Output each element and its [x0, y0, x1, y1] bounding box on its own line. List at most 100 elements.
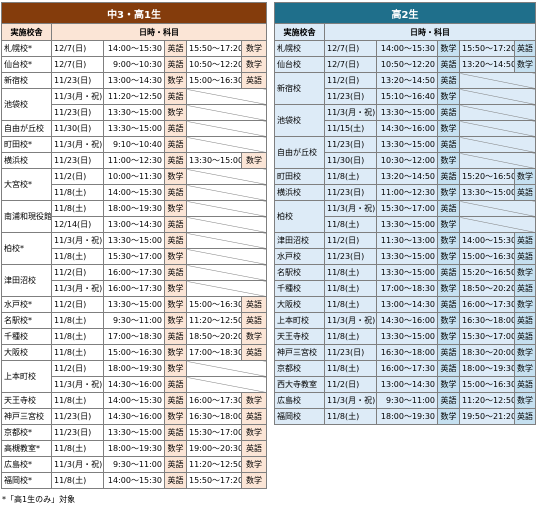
table-title: 高2生	[274, 2, 536, 24]
subject: 英語	[164, 264, 187, 281]
subject: 数学	[164, 312, 187, 329]
time: 13:30～15:00	[376, 264, 438, 281]
table-row: 神戸三宮校 11/23(日) 16:30～18:00 英語 18:30～20:00 数学	[274, 344, 536, 361]
table-row: 横浜校 11/23(日) 11:00～12:30 英語 13:30～15:00 数学	[1, 152, 268, 169]
table-row: 水戸校* 11/2(日) 13:30～15:00 数学 15:00～16:30 英語	[1, 296, 268, 313]
table-row: 南浦和現役館 11/8(土) 18:00～19:30 数学	[1, 200, 268, 233]
table-row: 池袋校 11/3(月・祝) 11:20～12:50 英語	[1, 88, 268, 121]
subject: 数学	[164, 104, 187, 121]
time: 15:50～17:20	[459, 40, 515, 57]
empty-cell	[185, 280, 268, 297]
time: 18:00～19:30	[459, 360, 515, 377]
subject: 数学	[164, 440, 187, 457]
column-header: 日時・科目	[324, 23, 536, 41]
time: 13:30～15:00	[376, 136, 438, 153]
subject: 数学	[514, 392, 536, 409]
empty-cell	[185, 248, 268, 265]
subject: 数学	[164, 280, 187, 297]
time: 13:30～15:00	[376, 328, 438, 345]
time: 14:00～15:30	[376, 40, 438, 57]
school: 広島校	[274, 392, 325, 409]
date: 11/8(土)	[51, 344, 104, 361]
date: 11/3(月・祝)	[51, 232, 104, 249]
time: 11:00～12:30	[103, 152, 165, 169]
time: 13:30～15:00	[376, 104, 438, 121]
date: 11/8(土)	[324, 360, 377, 377]
time: 15:00～16:30	[186, 296, 242, 313]
school: 水戸校	[274, 248, 325, 265]
table-row: 千種校 11/8(土) 17:00～18:30 英語 18:50～20:20 数学	[1, 328, 268, 345]
time: 15:50～17:20	[186, 40, 242, 57]
subject: 英語	[437, 392, 460, 409]
subject: 英語	[164, 424, 187, 441]
subject: 英語	[514, 184, 536, 201]
school: 柏校	[274, 200, 325, 233]
date: 11/8(土)	[51, 248, 104, 265]
subject: 数学	[514, 264, 536, 281]
date: 11/8(土)	[51, 200, 104, 217]
time: 15:30～17:00	[376, 200, 438, 217]
subject: 数学	[437, 88, 460, 105]
subject: 数学	[240, 392, 268, 409]
date: 11/8(土)	[51, 328, 104, 345]
subject: 英語	[437, 200, 460, 217]
school: 天王寺校	[1, 392, 52, 409]
date: 11/2(日)	[51, 360, 104, 377]
school: 横浜校	[1, 152, 52, 169]
date: 11/8(土)	[324, 296, 377, 313]
school: 津田沼校	[274, 232, 325, 249]
empty-cell	[459, 216, 536, 233]
subject: 英語	[514, 248, 536, 265]
time: 10:30～12:00	[376, 152, 438, 169]
subject: 英語	[514, 376, 536, 393]
time: 16:30～18:00	[376, 344, 438, 361]
subject: 数学	[164, 248, 187, 265]
time: 18:00～19:30	[103, 440, 165, 457]
date: 11/8(土)	[324, 328, 377, 345]
subject: 英語	[514, 312, 536, 329]
subject: 英語	[240, 72, 268, 89]
subject: 数学	[437, 376, 460, 393]
subject: 数学	[437, 40, 460, 57]
time: 9:30～11:00	[103, 456, 165, 473]
school: 千種校	[1, 328, 52, 345]
time: 11:20～12:50	[186, 312, 242, 329]
date: 11/8(土)	[51, 440, 104, 457]
empty-cell	[459, 136, 536, 153]
time: 15:50～17:20	[186, 472, 242, 489]
time: 13:20～14:50	[459, 56, 515, 73]
date: 11/23(日)	[51, 152, 104, 169]
table-row: 仙台校 12/7(日) 10:50～12:20 英語 13:20～14:50 数学	[274, 56, 536, 73]
subject: 数学	[164, 296, 187, 313]
school: 神戸三宮校	[274, 344, 325, 361]
school: 札幌校*	[1, 40, 52, 57]
table-row: 11/3(月・祝) 14:30～16:00 英語	[2, 376, 268, 393]
subject: 数学	[514, 168, 536, 185]
school: 新宿校	[1, 72, 52, 89]
date: 11/23(日)	[51, 72, 104, 89]
table-row: 西大寺教室 11/2(日) 13:00～14:30 数学 15:00～16:30 英語	[274, 376, 536, 393]
school: 柏校*	[1, 232, 52, 265]
subject: 英語	[437, 264, 460, 281]
table-row: 上本町校 11/3(月・祝) 14:30～16:00 数学 16:30～18:00 英語	[274, 312, 536, 329]
date: 12/7(日)	[324, 40, 377, 57]
empty-cell	[185, 200, 268, 217]
table-row: 名駅校 11/8(土) 13:30～15:00 英語 15:20～16:50 数学	[274, 264, 536, 281]
empty-cell	[185, 232, 268, 249]
school: 町田校	[274, 168, 325, 185]
time: 18:30～20:00	[459, 344, 515, 361]
subject: 数学	[164, 168, 187, 185]
school: 仙台校	[274, 56, 325, 73]
school: 大宮校*	[1, 168, 52, 201]
date: 11/8(土)	[324, 168, 377, 185]
time: 13:30～15:00	[103, 104, 165, 121]
table-row: 11/23(日) 15:10～16:40 数学	[275, 88, 536, 105]
table-row: 水戸校 11/23(日) 13:30～15:00 数学 15:00～16:30 英語	[274, 248, 536, 265]
empty-cell	[459, 72, 536, 89]
empty-cell	[459, 88, 536, 105]
subject: 数学	[437, 312, 460, 329]
schedule-table: 中3・高1生 実施校舎 日時・科目 札幌校* 12/7(日) 14:00～15:30 英…	[0, 2, 268, 489]
table-row: 天王寺校 11/8(土) 13:30～15:00 数学 15:30～17:00 英語	[274, 328, 536, 345]
subject: 英語	[437, 104, 460, 121]
